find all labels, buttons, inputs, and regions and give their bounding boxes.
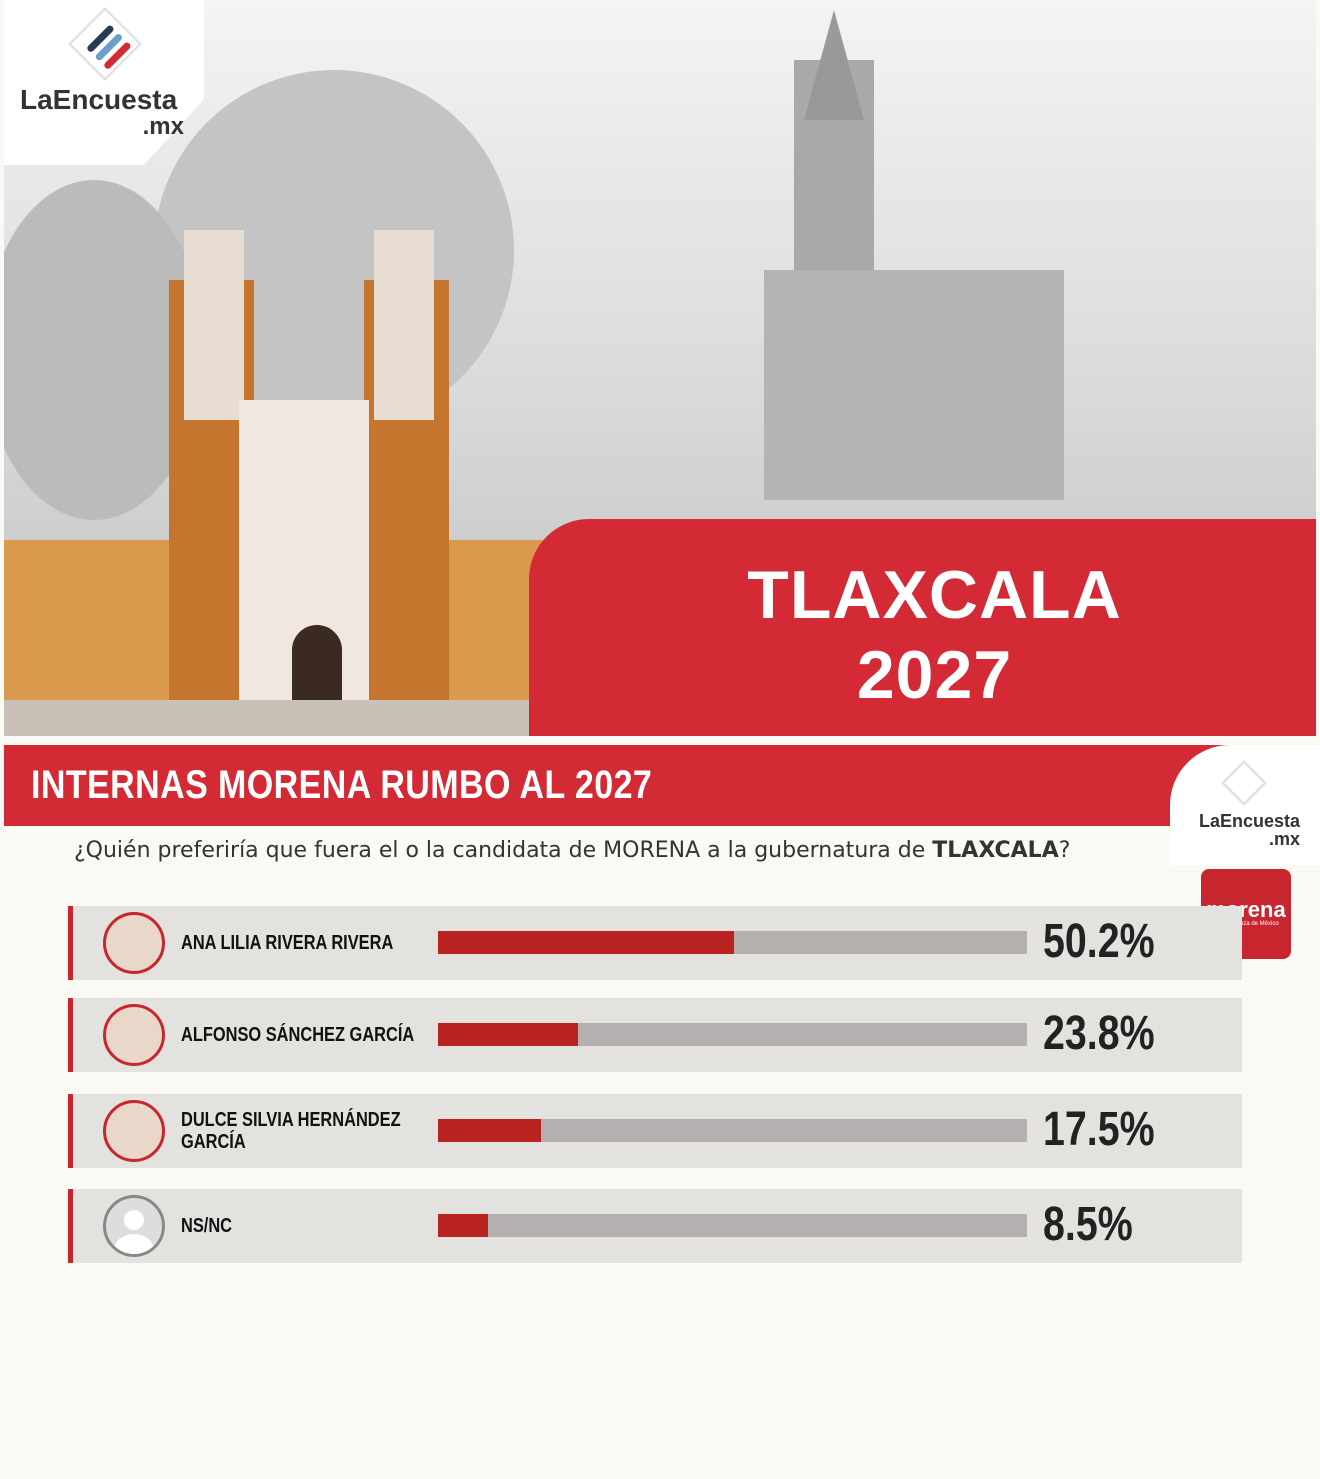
category-label: DULCE SILVIA HERNÁNDEZ GARCÍA bbox=[181, 1109, 401, 1153]
question-text: ¿Quién preferiría que fuera el o la cand… bbox=[74, 838, 933, 863]
section-header: INTERNAS MORENA RUMBO AL 2027 bbox=[4, 745, 1234, 826]
category-label: ALFONSO SÁNCHEZ GARCÍA bbox=[181, 1024, 415, 1046]
bar-track bbox=[438, 1214, 1027, 1237]
candidate-photo bbox=[103, 1100, 165, 1162]
bar-track bbox=[438, 931, 1027, 954]
question-emphasis: TLAXCALA bbox=[932, 838, 1059, 863]
placeholder-user-icon bbox=[103, 1195, 165, 1257]
brand-logo: LaEncuesta .mx bbox=[20, 7, 190, 140]
data-label: 23.8% bbox=[1043, 1007, 1155, 1060]
title-line-1: TLAXCALA bbox=[747, 557, 1122, 633]
bar-row: NS/NC 8.5% bbox=[68, 1189, 1242, 1263]
bar bbox=[438, 1119, 542, 1142]
data-label: 8.5% bbox=[1043, 1198, 1133, 1251]
bar bbox=[438, 1214, 489, 1237]
candidate-photo bbox=[103, 912, 165, 974]
bar bbox=[438, 1023, 579, 1046]
brand-name: LaEncuesta bbox=[1198, 811, 1300, 831]
brand-logo-icon bbox=[68, 7, 142, 81]
brand-suffix: .mx bbox=[142, 113, 184, 140]
candidate-photo bbox=[103, 1004, 165, 1066]
category-label: ANA LILIA RIVERA RIVERA bbox=[181, 932, 394, 954]
category-label: NS/NC bbox=[181, 1215, 233, 1237]
brand-name: LaEncuesta bbox=[20, 84, 178, 115]
bar-track bbox=[438, 1023, 1027, 1046]
bar-row: ANA LILIA RIVERA RIVERA 50.2% bbox=[68, 906, 1242, 980]
question-end: ? bbox=[1058, 838, 1071, 863]
title-line-2: 2027 bbox=[856, 637, 1013, 713]
party-tagline: La esperanza de México bbox=[1213, 921, 1279, 927]
bar-row: DULCE SILVIA HERNÁNDEZ GARCÍA 17.5% bbox=[68, 1094, 1242, 1168]
title-banner: TLAXCALA 2027 bbox=[529, 519, 1316, 736]
data-label: 17.5% bbox=[1043, 1103, 1155, 1156]
bar-track bbox=[438, 1119, 1027, 1142]
hero-image: LaEncuesta .mx TLAXCALA 2027 bbox=[4, 0, 1316, 736]
church-photo-illustration bbox=[4, 10, 1064, 736]
bar bbox=[438, 931, 734, 954]
data-label: 50.2% bbox=[1043, 915, 1155, 968]
survey-question: ¿Quién preferiría que fuera el o la cand… bbox=[74, 836, 1084, 865]
section-title: INTERNAS MORENA RUMBO AL 2027 bbox=[31, 763, 653, 807]
brand-logo-secondary: LaEncuesta .mx bbox=[1170, 745, 1320, 865]
bar-row: ALFONSO SÁNCHEZ GARCÍA 23.8% bbox=[68, 998, 1242, 1072]
brand-suffix: .mx bbox=[1268, 829, 1300, 849]
brand-logo-icon bbox=[1221, 760, 1267, 806]
